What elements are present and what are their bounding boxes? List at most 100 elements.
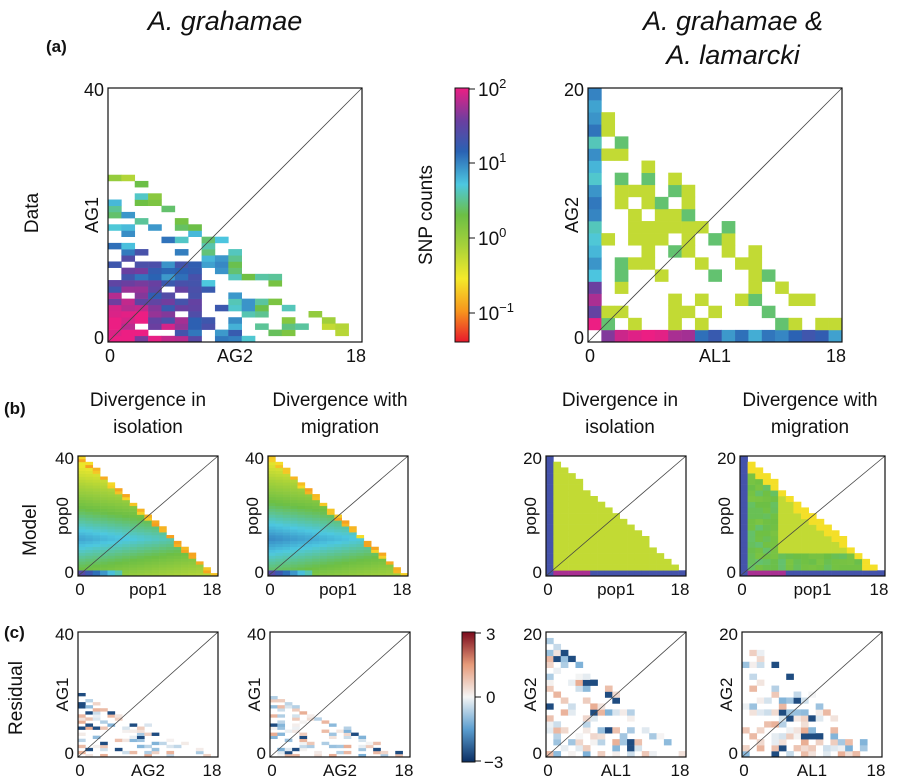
heatmap-cell — [241, 335, 256, 343]
heatmap-cell — [107, 714, 116, 718]
heatmap-cell — [363, 564, 372, 568]
heatmap-cell — [241, 273, 256, 281]
y-tick-label: 40 — [55, 449, 74, 468]
heatmap-cell — [312, 494, 320, 498]
heatmap-cell — [553, 496, 562, 503]
heatmap-cell — [761, 269, 776, 282]
heatmap-cell — [284, 750, 293, 755]
heatmap-cell — [282, 532, 291, 536]
heatmap-cell — [277, 708, 286, 712]
heatmap-cell — [188, 311, 202, 318]
y-tick-label: 0 — [729, 744, 738, 763]
heatmap-cell — [188, 558, 197, 562]
heatmap-cell — [553, 558, 562, 565]
heatmap-cell — [575, 733, 584, 740]
heatmap-cell — [304, 555, 313, 559]
heatmap-cell — [771, 691, 780, 698]
heatmap-cell — [136, 738, 145, 743]
heatmap-cell — [831, 541, 840, 548]
heatmap-cell — [107, 723, 116, 727]
diagonal-line — [77, 631, 219, 758]
heatmap-cell — [188, 335, 202, 343]
heatmap-cell — [614, 136, 629, 149]
heatmap-cell — [764, 721, 772, 728]
heatmap-cell — [312, 549, 320, 553]
heatmap-cell — [808, 558, 817, 565]
heatmap-cell — [762, 496, 771, 503]
heatmap-cell — [122, 523, 130, 527]
heatmap-cell — [122, 499, 130, 504]
heatmap-cell — [681, 196, 696, 210]
heatmap-cell — [85, 496, 94, 501]
heatmap-cell — [173, 549, 182, 553]
heatmap-cell — [546, 530, 554, 537]
heatmap-cell — [92, 488, 101, 492]
heatmap-cell — [188, 561, 197, 565]
heatmap-cell — [612, 536, 620, 543]
heatmap-cell — [297, 558, 306, 562]
heatmap-cell — [319, 561, 328, 565]
heatmap-cell — [588, 136, 602, 149]
heatmap-cell — [290, 555, 298, 559]
heatmap-cell — [681, 329, 696, 343]
x-axis-label: AL1 — [699, 346, 731, 366]
heatmap-cell — [385, 573, 394, 577]
heatmap-cell — [290, 491, 298, 495]
heatmap-cell — [785, 558, 794, 565]
heatmap-cell — [656, 733, 665, 740]
heatmap-cell — [121, 230, 136, 237]
heatmap-cell — [268, 485, 276, 489]
heatmap-cell — [268, 529, 276, 533]
heatmap-cell — [304, 517, 313, 521]
heatmap-cell — [668, 221, 682, 234]
heatmap-cell — [78, 552, 86, 556]
heatmap-cell — [740, 496, 748, 503]
heatmap-cell — [668, 172, 682, 186]
y-tick-label: 40 — [247, 625, 266, 644]
heatmap-cell — [78, 750, 86, 755]
heatmap-cell — [568, 501, 576, 508]
heatmap-cell — [756, 649, 765, 657]
heatmap-cell — [668, 293, 682, 307]
heatmap-cell — [319, 546, 328, 550]
heatmap-cell — [588, 257, 602, 270]
heatmap-cell — [793, 564, 802, 571]
heatmap-cell — [319, 564, 328, 568]
heatmap-cell — [778, 697, 787, 704]
heatmap-cell — [122, 494, 130, 498]
heatmap-cell — [92, 514, 101, 518]
heatmap-cell — [326, 514, 335, 518]
heatmap-cell — [358, 753, 367, 758]
heatmap-cell — [546, 679, 554, 686]
heatmap-cell — [815, 739, 824, 746]
heatmap-cell — [151, 520, 160, 524]
heatmap-cell — [385, 570, 394, 574]
y-tick-label: 0 — [65, 563, 74, 582]
heatmap-cell — [341, 570, 350, 574]
heatmap-cell — [393, 573, 401, 577]
heatmap-cell — [343, 729, 352, 733]
heatmap-cell — [319, 523, 328, 527]
heatmap-cell — [808, 536, 817, 543]
heatmap-cell — [785, 518, 794, 525]
heatmap-cell — [282, 573, 291, 577]
heatmap-cell — [641, 558, 650, 565]
heatmap-cell — [335, 323, 349, 330]
heatmap-cell — [275, 543, 284, 548]
heatmap-cell — [188, 261, 202, 268]
heatmap-cell — [92, 491, 101, 495]
heatmap-cell — [255, 304, 269, 312]
heatmap-cell — [107, 552, 116, 556]
heatmap-cell — [268, 476, 276, 480]
heatmap-cell — [100, 496, 108, 501]
heatmap-cell — [371, 552, 379, 556]
heatmap-cell — [121, 273, 136, 281]
heatmap-cell — [816, 536, 825, 543]
heatmap-cell — [582, 673, 591, 680]
heatmap-cell — [560, 709, 569, 716]
diagonal-line — [269, 631, 411, 758]
heatmap-cell — [114, 558, 123, 562]
heatmap-cell — [560, 547, 569, 554]
